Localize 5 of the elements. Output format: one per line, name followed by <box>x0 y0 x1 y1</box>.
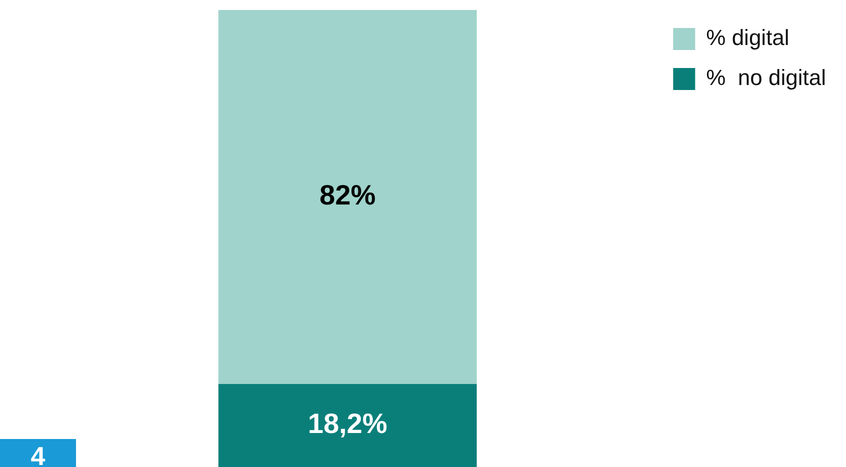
data-label: 18,2% <box>308 408 388 440</box>
legend-label: % digital <box>706 25 790 50</box>
data-label: 82% <box>320 180 376 211</box>
legend-label: % no digital <box>706 65 826 90</box>
text: 4 <box>0 439 76 467</box>
